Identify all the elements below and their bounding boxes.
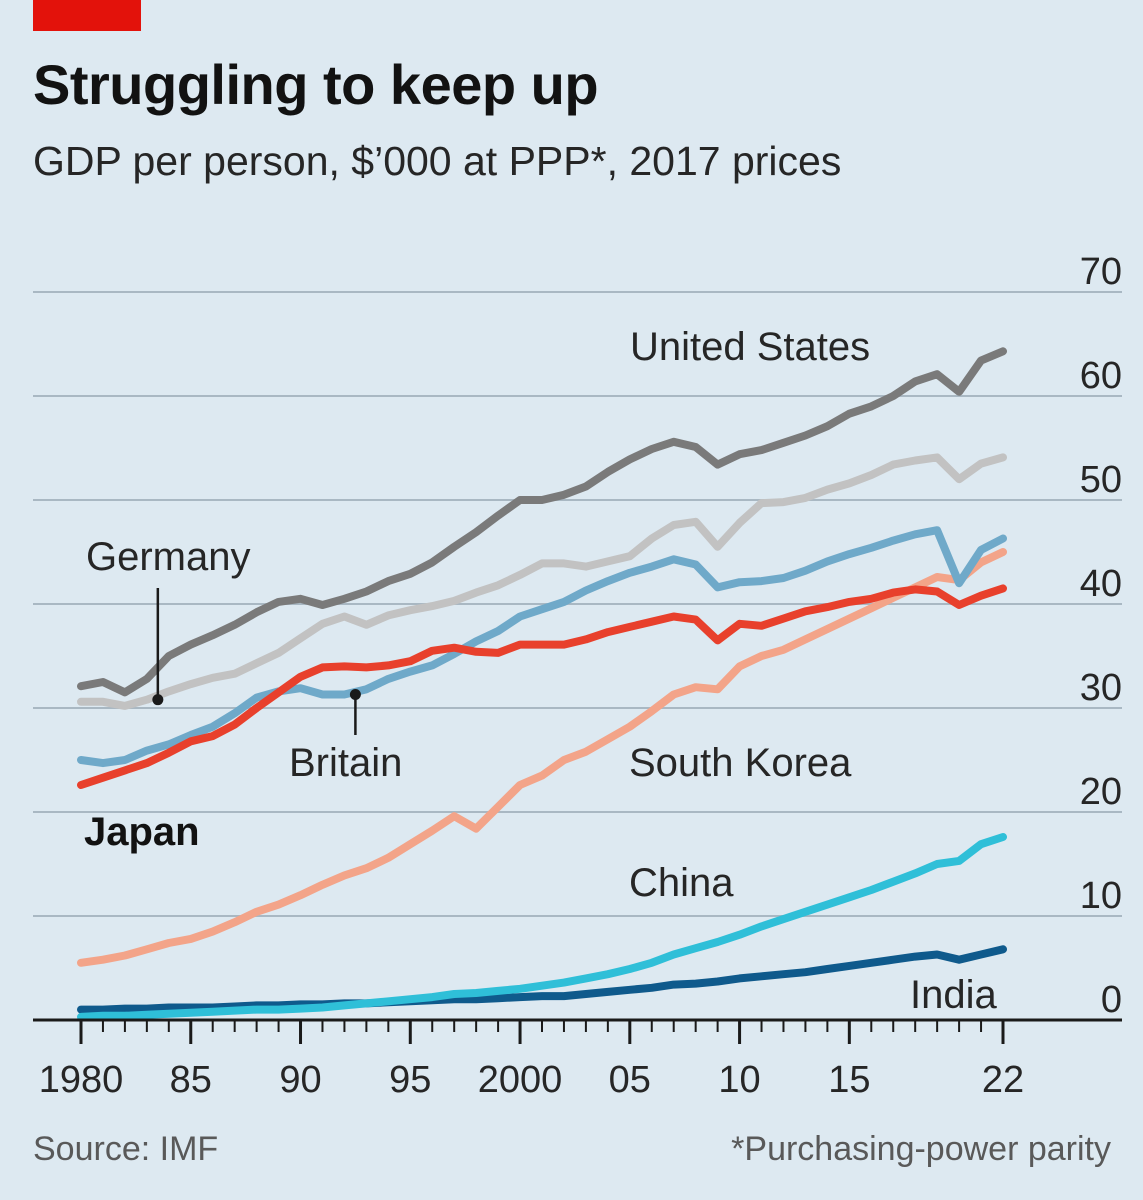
- series-line-britain: [77, 526, 1007, 768]
- y-tick-label-0: 0: [1101, 979, 1122, 1021]
- x-tick-label-2010: 10: [718, 1059, 760, 1101]
- y-tick-label-30: 30: [1080, 667, 1122, 709]
- y-tick-label-60: 60: [1080, 355, 1122, 397]
- series-line-south-korea: [77, 548, 1007, 967]
- y-tick-label-20: 20: [1080, 771, 1122, 813]
- series-label-india: India: [910, 973, 997, 1017]
- series-line-united-states: [77, 347, 1007, 697]
- x-tick-label-1990: 90: [279, 1059, 321, 1101]
- series-lines: [77, 347, 1007, 1021]
- y-tick-label-70: 70: [1080, 251, 1122, 293]
- series-labels: India China South Korea Britain Japan Germany…: [84, 325, 997, 1017]
- chart-title: Struggling to keep up: [33, 53, 599, 116]
- series-label-germany: Germany: [86, 535, 251, 579]
- y-tick-label-50: 50: [1080, 459, 1122, 501]
- series-label-south-korea: South Korea: [629, 741, 852, 785]
- y-tick-label-40: 40: [1080, 563, 1122, 605]
- x-tick-label-2005: 05: [609, 1059, 651, 1101]
- series-line-china: [77, 833, 1007, 1021]
- brand-red-tab: [33, 0, 141, 31]
- series-label-britain: Britain: [289, 741, 402, 785]
- x-tick-label-1995: 95: [389, 1059, 431, 1101]
- x-tick-label-2015: 15: [828, 1059, 870, 1101]
- series-label-china: China: [629, 861, 734, 905]
- annotation-dot-britain: [349, 688, 361, 700]
- x-tick-label-2022: 22: [982, 1059, 1024, 1101]
- series-label-united-states: United States: [630, 325, 870, 369]
- series-line-japan: [77, 584, 1007, 789]
- chart-subtitle: GDP per person, $’000 at PPP*, 2017 pric…: [33, 138, 842, 184]
- annotation-dot-germany: [152, 694, 164, 706]
- y-tick-label-10: 10: [1080, 875, 1122, 917]
- series-line-germany: [77, 453, 1007, 710]
- x-tick-label-1985: 85: [170, 1059, 212, 1101]
- annotations: [152, 588, 361, 735]
- x-axis: 1980 85 90 95 2000 05 10 15 22: [33, 1018, 1122, 1101]
- source-note: Source: IMF: [33, 1130, 219, 1168]
- x-tick-label-2000: 2000: [478, 1059, 563, 1101]
- series-label-japan: Japan: [84, 810, 200, 854]
- ppp-footnote: *Purchasing-power parity: [731, 1130, 1111, 1168]
- y-axis-tick-labels: 0 10 20 30 40 50 60 70: [1080, 251, 1122, 1021]
- x-tick-label-1980: 1980: [39, 1059, 124, 1101]
- series-line-india: [77, 945, 1007, 1014]
- gridlines: [33, 291, 1122, 917]
